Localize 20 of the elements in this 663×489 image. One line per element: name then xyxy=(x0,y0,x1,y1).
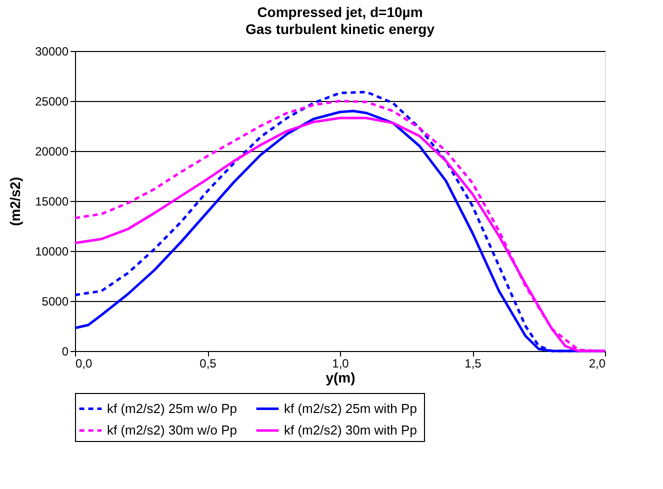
x-tick-label: 0,5 xyxy=(200,356,217,370)
legend-label: kf (m2/s2) 25m with Pp xyxy=(284,400,417,416)
y-tick-label: 5000 xyxy=(42,294,69,308)
x-axis-title: y(m) xyxy=(326,370,356,386)
y-tick-label: 15000 xyxy=(35,194,69,208)
y-tick-label: 25000 xyxy=(35,94,69,108)
chart-title: Compressed jet, d=10µm xyxy=(257,4,423,20)
chart-subtitle: Gas turbulent kinetic energy xyxy=(245,21,435,37)
legend-label: kf (m2/s2) 30m with Pp xyxy=(284,422,417,438)
x-tick-label: 1,0 xyxy=(332,356,350,370)
x-tick-label: 1,5 xyxy=(464,356,482,370)
x-tick-label: 2,0 xyxy=(588,356,606,370)
y-tick-label: 30000 xyxy=(35,44,69,58)
y-tick-label: 20000 xyxy=(35,144,69,158)
x-tick-label: 0,0 xyxy=(76,356,93,370)
y-tick-label: 10000 xyxy=(35,244,69,258)
legend-label: kf (m2/s2) 25m w/o Pp xyxy=(107,400,238,416)
y-tick-label: 0 xyxy=(62,344,69,358)
legend-label: kf (m2/s2) 30m w/o Pp xyxy=(107,422,238,438)
y-axis-title: (m2/s2) xyxy=(7,176,24,226)
